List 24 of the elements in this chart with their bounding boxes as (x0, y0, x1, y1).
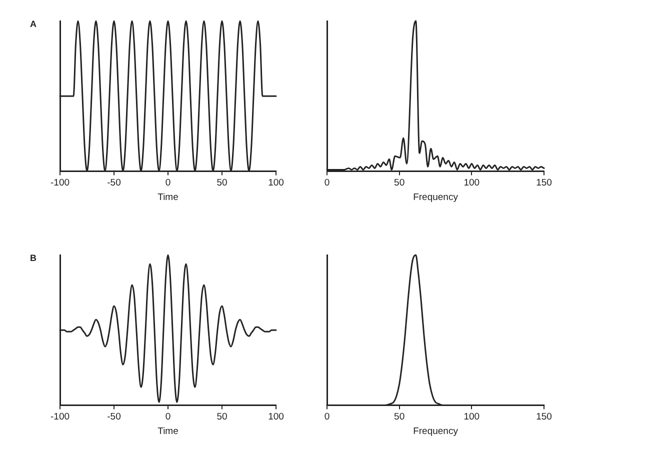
x-tick-label: 150 (536, 178, 552, 189)
chart-title: A (30, 19, 36, 29)
x-tick-label: 100 (268, 178, 284, 189)
x-tick-label: 100 (268, 412, 284, 423)
x-axis-title: Frequency (413, 426, 458, 437)
x-tick-label: 0 (324, 412, 330, 423)
x-tick-label: 50 (216, 412, 228, 423)
x-tick-label: 0 (324, 178, 330, 189)
x-tick-label: 0 (165, 412, 171, 423)
x-tick-label: 150 (536, 412, 552, 423)
x-tick-label: -50 (107, 412, 121, 423)
chart-title: B (30, 253, 36, 263)
x-axis-title: Time (158, 426, 178, 437)
x-tick-label: -50 (107, 178, 121, 189)
x-axis-title: Frequency (413, 192, 458, 203)
x-axis-title: Time (158, 192, 178, 203)
x-tick-label: 100 (464, 412, 480, 423)
x-tick-label: 50 (394, 178, 405, 189)
x-tick-label: 50 (216, 178, 228, 189)
x-tick-label: 50 (394, 412, 405, 423)
x-tick-label: -100 (50, 178, 70, 189)
x-tick-label: 100 (464, 178, 480, 189)
x-tick-label: -100 (50, 412, 70, 423)
x-tick-label: 0 (165, 178, 171, 189)
